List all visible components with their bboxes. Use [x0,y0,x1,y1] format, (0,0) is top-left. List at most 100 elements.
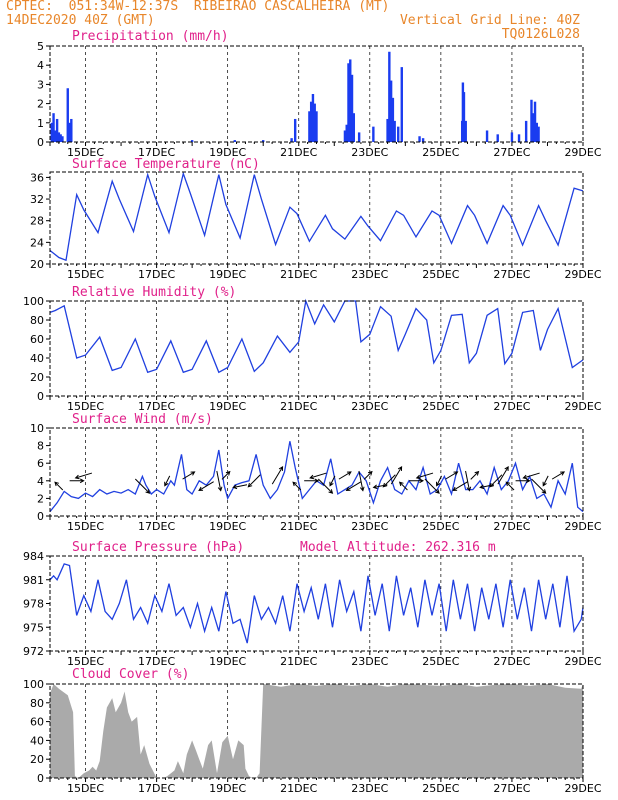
precip-bar [496,134,499,142]
precip-bar [262,140,265,142]
panel-2: 20 24 28 32 36 15DEC 17DEC 19DEC 21DEC 23DEC 25DEC… [30,157,602,281]
y-tick-label: 28 [30,215,44,228]
y-tick-label: 36 [30,171,44,184]
wind-vector-arrow [358,470,365,492]
wind-vector-arrow [54,481,64,491]
panel-title: Relative Humidity (%) [72,285,236,300]
x-tick-label: 15DEC [67,520,104,533]
x-tick-label: 27DEC [493,268,530,281]
y-tick-label: 975 [23,621,44,634]
precip-bar [50,122,53,142]
panel-border [49,427,584,517]
wind-vector-arrow [382,474,396,488]
wind-vector-arrow [445,471,459,480]
y-tick-label: 2 [37,492,44,505]
wind-vector-arrow [435,475,442,487]
x-tick-label: 23DEC [351,520,388,533]
precip-bar [68,122,71,142]
x-tick-label: 19DEC [209,146,246,159]
x-tick-label: 29DEC [564,400,601,413]
panel-6: 0 20 40 60 80 100 15DEC 17DEC 19DEC 21DEC 23DEC 25D… [23,667,602,795]
precip-bar [309,101,313,142]
wind-vector-arrow [247,474,261,488]
y-tick-label: 4 [37,475,44,488]
x-tick-label: 27DEC [493,146,530,159]
x-tick-label: 15DEC [67,400,104,413]
y-tick-label: 4 [37,59,44,72]
y-tick-label: 32 [30,193,44,206]
y-tick-label: 981 [23,574,44,587]
precip-bar [55,118,59,142]
precip-bar [290,138,293,142]
precip-bar [70,118,73,142]
precip-bar [357,132,361,142]
y-tick-label: 5 [37,40,44,53]
wind-vector-arrow [424,478,440,494]
x-tick-label: 21DEC [280,520,317,533]
x-tick-label: 23DEC [351,146,388,159]
precip-bar [372,126,375,142]
wind-vector-arrow [542,475,549,487]
y-tick-label: 3 [37,78,44,91]
wind-vector-arrow [216,470,223,492]
y-tick-label: 1 [37,117,44,130]
panel-title: Surface Wind (m/s) [72,412,213,427]
precip-bar [418,136,421,142]
wind-vector-arrow [465,470,472,492]
header-station: CPTEC: 051:34W-12:37S RIBEIRAO CASCALHEI… [6,0,390,14]
x-tick-label: 15DEC [67,146,104,159]
panel-border [49,171,584,265]
wind-vector-arrow [531,478,547,494]
wind-vector-arrow [134,478,151,494]
y-tick-label: 0 [37,136,44,149]
precip-bar [462,92,466,142]
x-tick-label: 19DEC [209,400,246,413]
x-tick-label: 29DEC [564,655,601,668]
precip-bar [313,103,316,142]
y-tick-label: 972 [23,645,44,658]
panel-border [49,555,584,652]
precip-bar [464,120,467,142]
precip-bar [421,138,425,142]
panel-4: 0 2 4 6 8 10 15DEC 17DEC 19DEC 21DEC 23DEC 25DEC 27D… [30,412,602,533]
x-tick-label: 17DEC [138,268,175,281]
precip-bar [537,126,540,142]
precip-bar [517,134,521,142]
precip-bar [52,113,55,142]
precip-bar [388,51,391,143]
precip-bar [59,134,62,142]
x-tick-label: 19DEC [209,268,246,281]
x-tick-label: 15DEC [67,782,104,795]
precip-bar [347,63,350,142]
y-tick-label: 2 [37,98,44,111]
wind-vector-arrow [182,471,196,480]
x-tick-label: 19DEC [209,782,246,795]
precip-bar [400,67,403,142]
y-tick-label: 100 [23,295,44,308]
x-tick-label: 25DEC [422,655,459,668]
precip-bar [485,130,489,142]
precip-bar [535,122,539,142]
precip-bar [350,74,354,142]
wind-vector-arrow [304,478,320,484]
precip-bar [352,113,356,142]
x-tick-label: 29DEC [564,782,601,795]
precip-bar [311,94,315,142]
wind-vector-arrow [329,475,336,487]
precip-bar [293,118,297,142]
x-tick-label: 21DEC [280,655,317,668]
precip-bar [190,140,194,142]
series-line [49,298,584,374]
y-tick-label: 60 [30,716,44,729]
x-tick-label: 25DEC [422,400,459,413]
y-tick-label: 20 [30,258,44,271]
precip-bar [61,136,64,142]
panel-annotation: Model Altitude: 262.316 m [300,540,496,555]
y-tick-label: 0 [37,510,44,523]
x-tick-label: 17DEC [138,146,175,159]
precip-bar [397,126,400,142]
series-line [49,563,584,644]
y-tick-label: 984 [23,550,44,563]
y-tick-label: 40 [30,734,44,747]
